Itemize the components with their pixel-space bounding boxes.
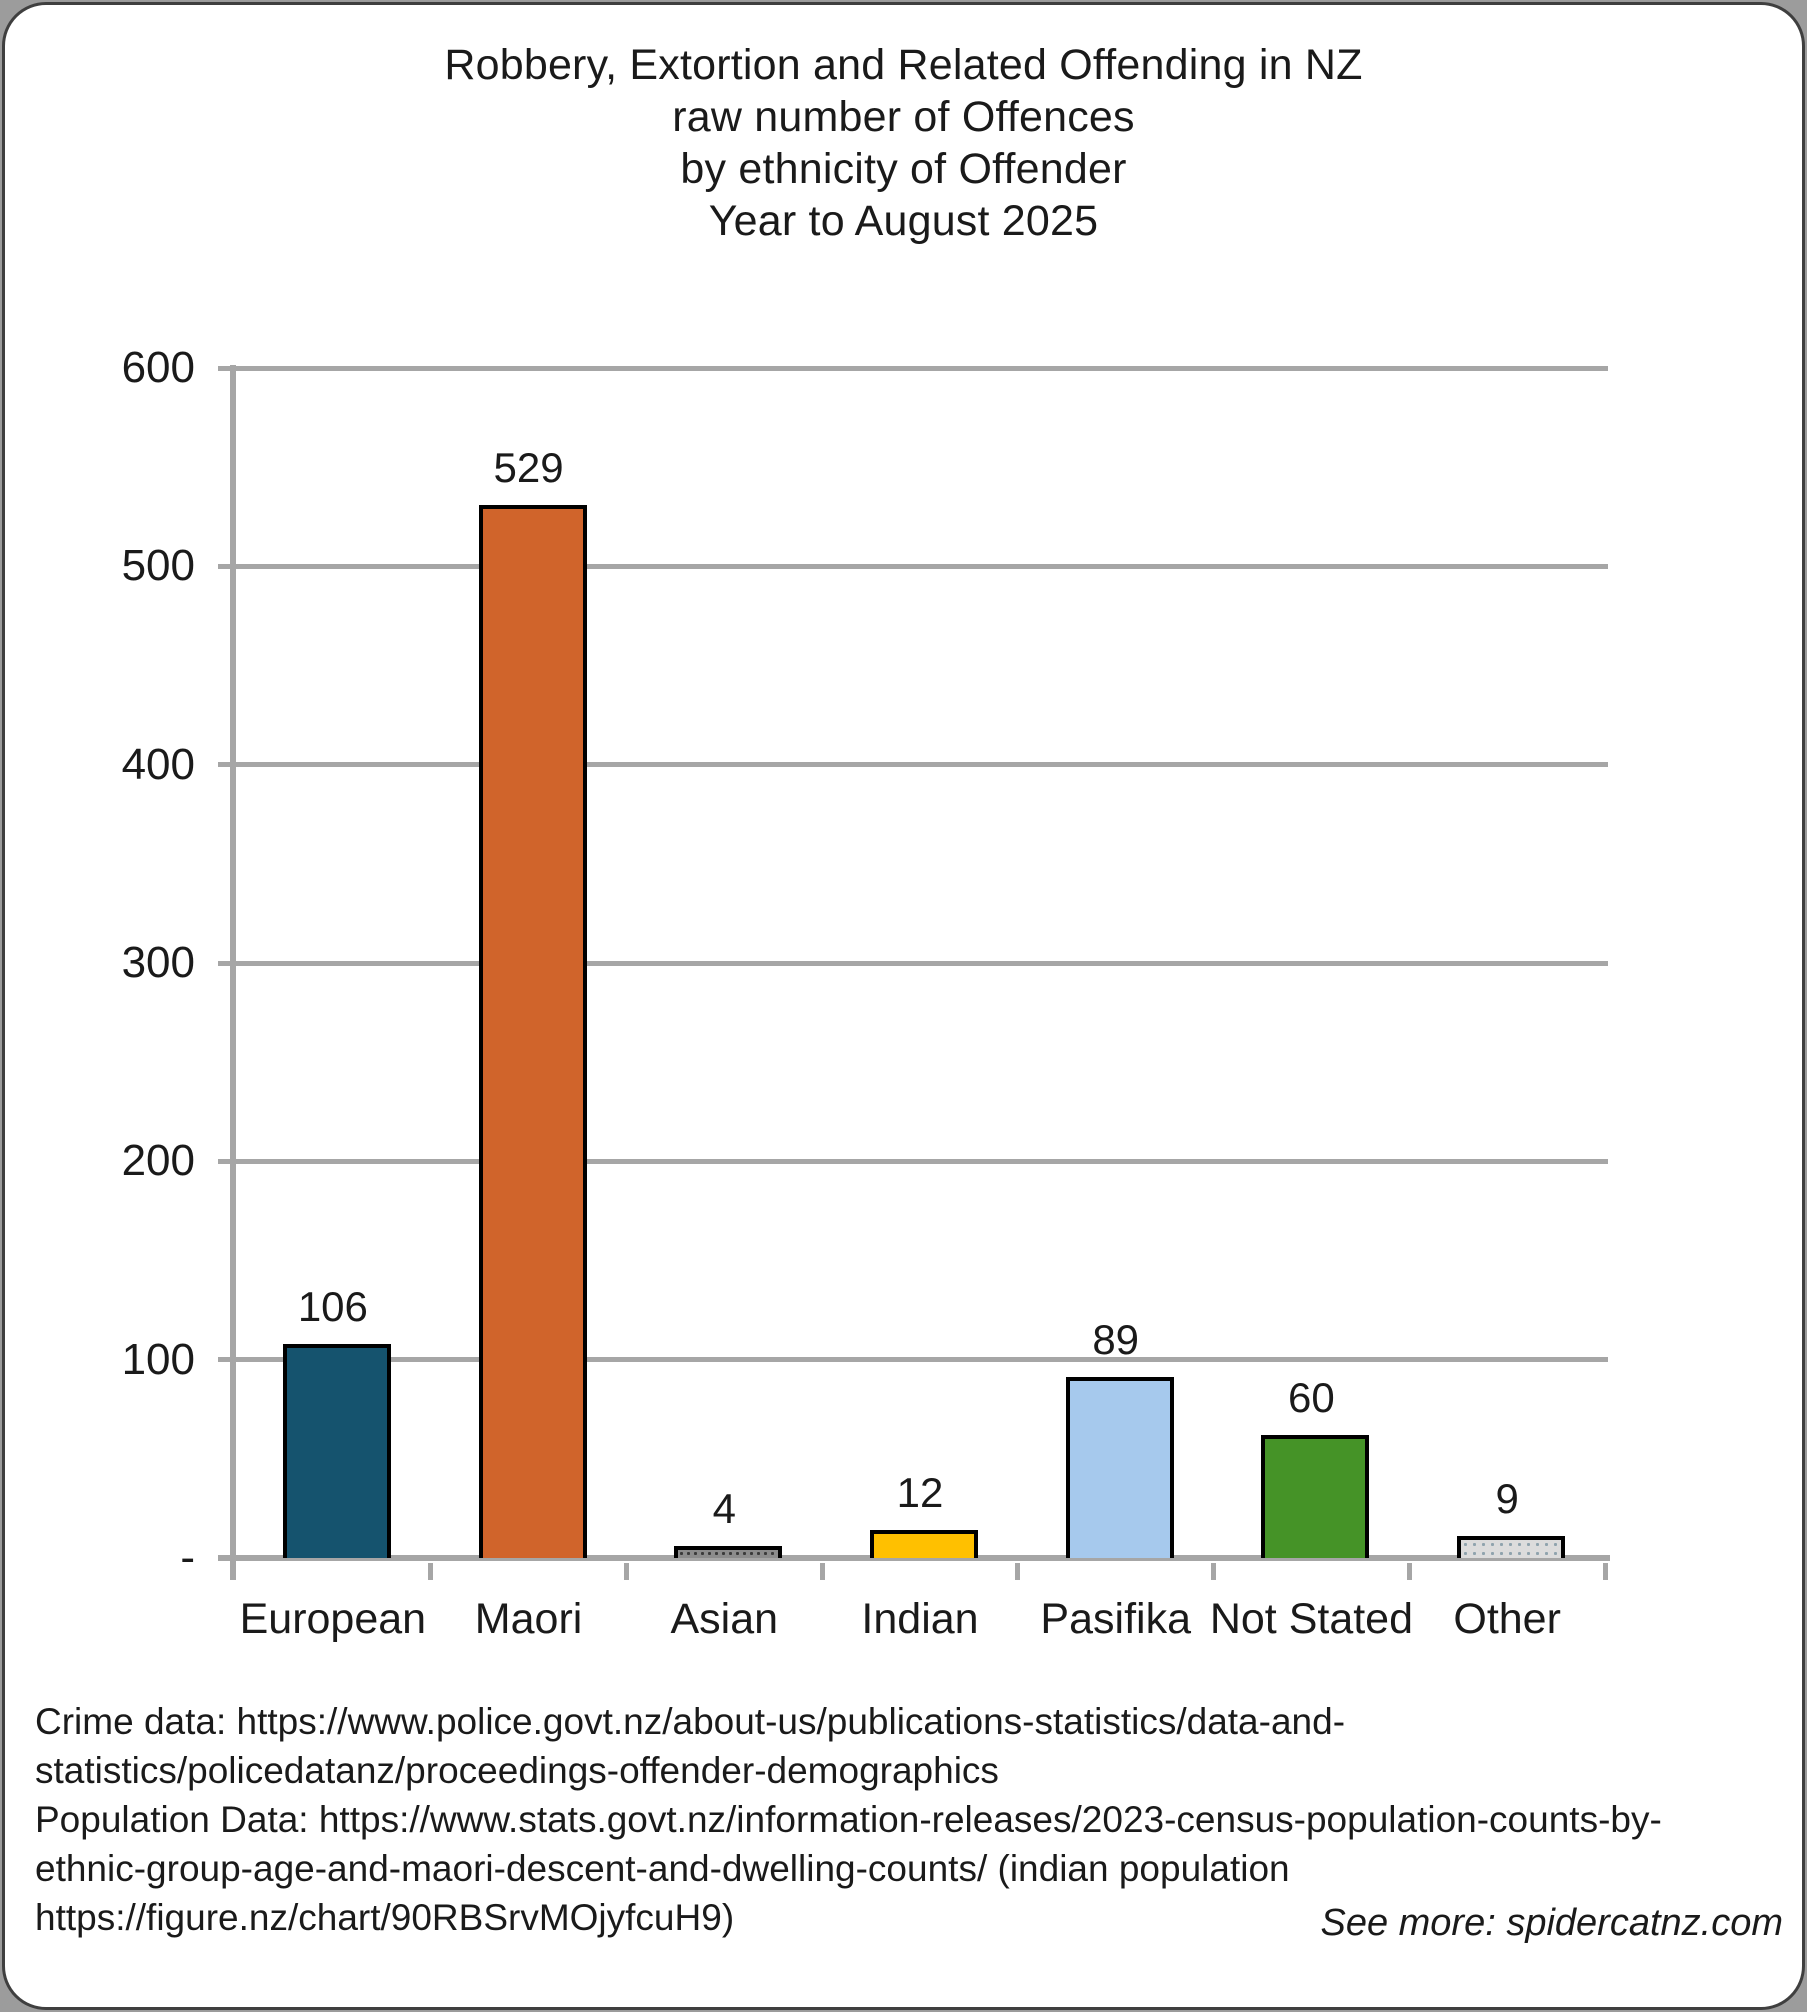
chart-title-line-3: by ethnicity of Offender [680, 145, 1127, 193]
gridline-400 [218, 762, 1608, 768]
x-category-label-indian: Indian [861, 1595, 979, 1643]
x-category-label-maori: Maori [474, 1595, 583, 1643]
gridline-200 [218, 1158, 1608, 1164]
bar-value-label-other: 9 [1495, 1475, 1519, 1523]
bar-value-label-asian: 4 [712, 1485, 736, 1533]
x-axis-tick-3 [819, 1563, 825, 1580]
y-tick-label-0: - [180, 1533, 195, 1582]
bar-maori [478, 504, 587, 1558]
bar-european [282, 1343, 391, 1558]
bar-value-label-pasifika: 89 [1092, 1316, 1140, 1364]
gridline-500 [218, 563, 1608, 569]
bar-other [1457, 1536, 1566, 1558]
y-tick-label-400: 400 [121, 739, 195, 789]
y-tick-label-300: 300 [121, 938, 195, 987]
footer-crime-data-line-2: statistics/policedatanz/proceedings-offe… [35, 1750, 999, 1791]
y-tick-label-100: 100 [121, 1334, 195, 1384]
bar-pasifika [1065, 1377, 1174, 1558]
see-more-credit: See more: spidercatnz.com [1320, 1902, 1783, 1944]
bar-value-label-not-stated: 60 [1288, 1374, 1335, 1421]
x-category-label-asian: Asian [670, 1595, 779, 1643]
x-axis-tick-6 [1406, 1563, 1412, 1580]
chart-title: Robbery, Extortion and Related Offending… [5, 39, 1802, 247]
y-axis-line [230, 365, 236, 1580]
plot-area: 106 European 529 Maori 4 Asian 12 Indian 89 Pasif… [218, 365, 1610, 1643]
x-category-label-not-stated: Not Stated [1209, 1595, 1414, 1643]
x-axis-tick-5 [1211, 1563, 1217, 1580]
gridline-100 [218, 1357, 1608, 1363]
chart-title-line-1: Robbery, Extortion and Related Offending… [444, 41, 1363, 89]
footer-crime-data-line-1: Crime data: https://www.police.govt.nz/a… [35, 1701, 1346, 1742]
gridline-600 [218, 365, 1608, 371]
x-axis-tick-7 [1602, 1563, 1608, 1580]
chart-title-line-2: raw number of Offences [672, 93, 1135, 141]
gridline-300 [218, 960, 1608, 966]
x-category-label-european: European [239, 1595, 427, 1643]
bar-value-label-maori: 529 [493, 443, 564, 491]
x-category-label-pasifika: Pasifika [1040, 1595, 1191, 1643]
x-category-label-other: Other [1453, 1595, 1561, 1643]
bar-asian [674, 1546, 783, 1558]
y-tick-label-500: 500 [121, 541, 195, 591]
x-axis-tick-2 [623, 1563, 629, 1580]
y-tick-label-200: 200 [121, 1136, 195, 1186]
y-tick-label-600: 600 [121, 343, 195, 392]
bar-value-label-indian: 12 [896, 1469, 944, 1517]
chart-title-line-4: Year to August 2025 [708, 197, 1099, 245]
bar-not-stated [1261, 1435, 1370, 1558]
x-axis-tick-1 [428, 1563, 434, 1580]
footer-population-data-line-3: https://figure.nz/chart/90RBSrvMOjyfcuH9… [35, 1893, 1783, 1944]
footer-figure-url: https://figure.nz/chart/90RBSrvMOjyfcuH9… [35, 1897, 735, 1938]
bar-value-label-european: 106 [297, 1282, 368, 1330]
source-footer: Crime data: https://www.police.govt.nz/a… [35, 1697, 1783, 1944]
bar-indian [870, 1530, 978, 1558]
footer-population-data-line-2: ethnic-group-age-and-maori-descent-and-d… [35, 1848, 1290, 1889]
x-axis-tick-4 [1015, 1563, 1021, 1580]
footer-population-data-line-1: Population Data: https://www.stats.govt.… [35, 1799, 1662, 1840]
x-axis-line [218, 1555, 1610, 1561]
